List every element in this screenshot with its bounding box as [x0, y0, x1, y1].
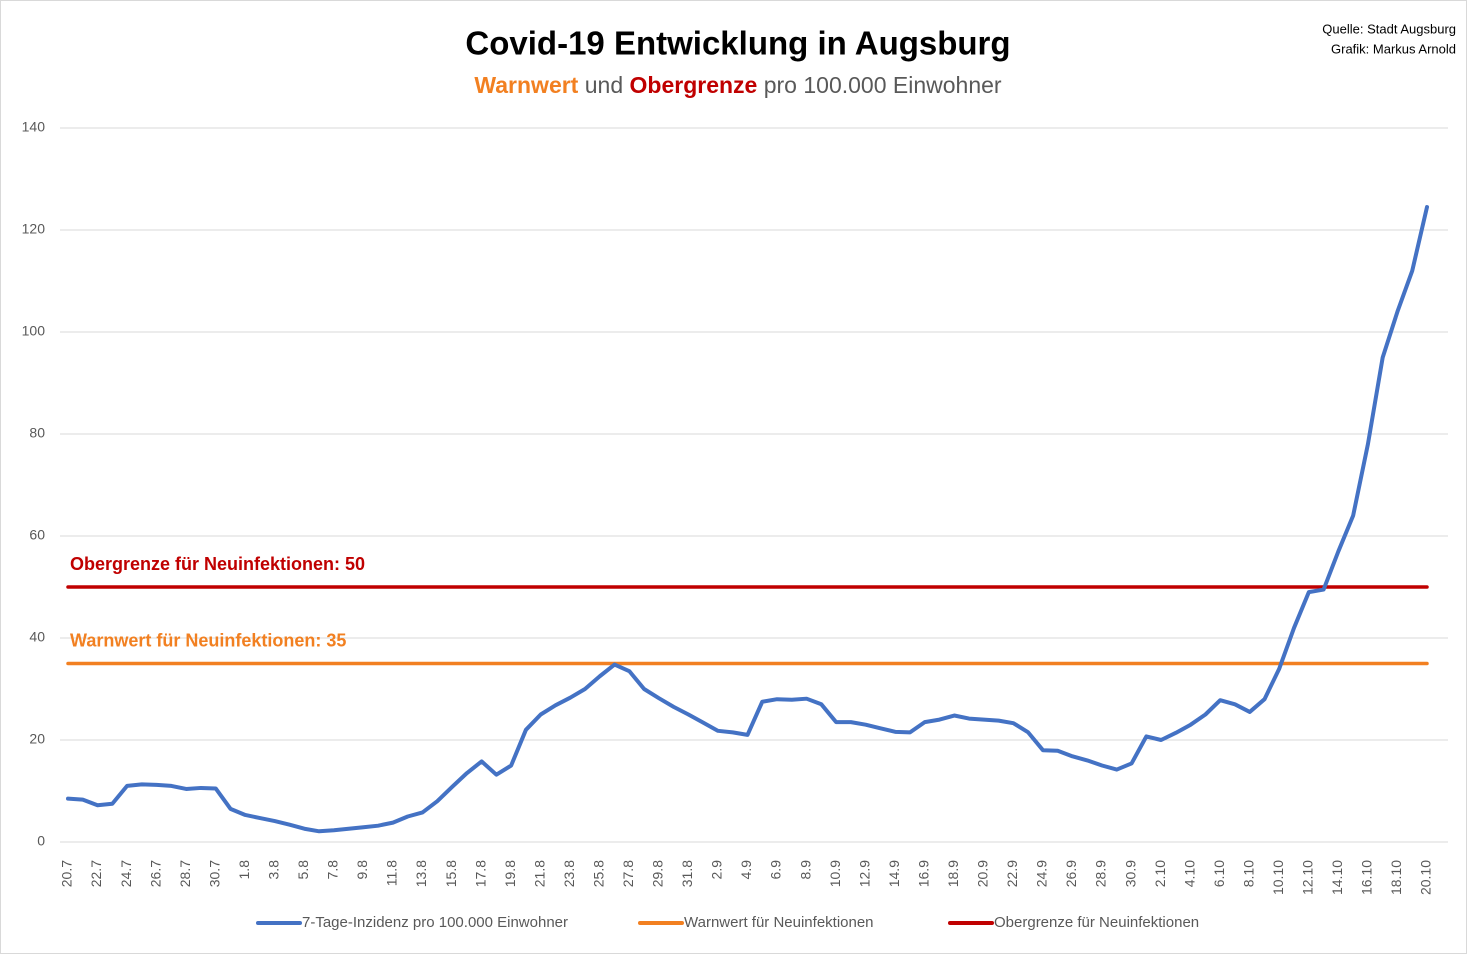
x-tick-label: 16.10	[1359, 860, 1375, 895]
x-tick-label: 31.8	[679, 860, 695, 887]
legend-label: 7-Tage-Inzidenz pro 100.000 Einwohner	[302, 914, 568, 931]
subtitle-part: Warnwert	[474, 72, 578, 98]
x-tick-label: 8.9	[797, 860, 813, 880]
x-tick-label: 28.7	[177, 860, 193, 887]
legend-label: Warnwert für Neuinfektionen	[684, 914, 874, 931]
x-tick-label: 7.8	[325, 860, 341, 880]
subtitle-part: Obergrenze	[630, 72, 758, 98]
x-tick-label: 19.8	[502, 860, 518, 887]
x-tick-label: 3.8	[266, 860, 282, 880]
annotation: Warnwert für Neuinfektionen: 35	[70, 630, 346, 650]
x-tick-label: 1.8	[236, 860, 252, 880]
x-tick-label: 12.10	[1300, 860, 1316, 895]
x-tick-label: 12.9	[856, 860, 872, 887]
x-tick-label: 29.8	[650, 860, 666, 887]
x-tick-label: 2.9	[709, 860, 725, 880]
x-tick-label: 10.9	[827, 860, 843, 887]
x-tick-label: 23.8	[561, 860, 577, 887]
x-tick-label: 20.9	[975, 860, 991, 887]
x-tick-label: 20.7	[59, 860, 75, 887]
y-tick-label: 140	[22, 119, 46, 135]
x-tick-label: 2.10	[1152, 860, 1168, 887]
x-tick-label: 8.10	[1240, 860, 1256, 887]
y-tick-label: 40	[29, 629, 45, 645]
subtitle-part: und	[585, 72, 623, 98]
x-tick-label: 24.9	[1034, 860, 1050, 887]
x-tick-label: 26.7	[147, 860, 163, 887]
y-tick-label: 20	[29, 731, 45, 747]
legend-label: Obergrenze für Neuinfektionen	[994, 914, 1199, 931]
x-tick-label: 17.8	[472, 860, 488, 887]
x-tick-label: 14.9	[886, 860, 902, 887]
x-tick-label: 22.9	[1004, 860, 1020, 887]
x-tick-label: 9.8	[354, 860, 370, 880]
chart-title: Covid-19 Entwicklung in Augsburg	[465, 25, 1010, 62]
y-tick-label: 80	[29, 425, 45, 441]
x-tick-label: 22.7	[88, 860, 104, 887]
x-tick-label: 30.7	[206, 860, 222, 887]
x-tick-label: 16.9	[915, 860, 931, 887]
x-tick-label: 5.8	[295, 860, 311, 880]
credit: Grafik: Markus Arnold	[1331, 41, 1456, 56]
x-tick-label: 18.9	[945, 860, 961, 887]
x-tick-label: 24.7	[118, 860, 134, 887]
x-tick-label: 18.10	[1388, 860, 1404, 895]
x-tick-label: 11.8	[384, 860, 400, 886]
x-tick-label: 6.9	[768, 860, 784, 880]
chart-subtitle: Warnwert und Obergrenze pro 100.000 Einw…	[474, 72, 1002, 98]
y-tick-label: 0	[37, 833, 45, 849]
subtitle-part: pro 100.000 Einwohner	[764, 72, 1002, 98]
x-tick-label: 28.9	[1093, 860, 1109, 887]
x-tick-label: 21.8	[531, 860, 547, 887]
y-tick-label: 100	[22, 323, 46, 339]
x-tick-label: 20.10	[1418, 860, 1434, 895]
series-line	[66, 205, 1429, 834]
x-tick-label: 4.9	[738, 860, 754, 880]
x-tick-label: 15.8	[443, 860, 459, 887]
y-tick-label: 60	[29, 527, 45, 543]
x-tick-label: 10.10	[1270, 860, 1286, 895]
x-tick-label: 26.9	[1063, 860, 1079, 887]
x-tick-label: 4.10	[1181, 860, 1197, 887]
x-tick-label: 25.8	[590, 860, 606, 887]
annotation: Obergrenze für Neuinfektionen: 50	[70, 554, 365, 574]
x-tick-label: 13.8	[413, 860, 429, 887]
x-tick-label: 30.9	[1122, 860, 1138, 887]
source: Quelle: Stadt Augsburg	[1322, 21, 1456, 36]
y-tick-label: 120	[22, 221, 46, 237]
x-tick-label: 27.8	[620, 860, 636, 887]
x-tick-label: 14.10	[1329, 860, 1345, 895]
x-tick-label: 6.10	[1211, 860, 1227, 887]
